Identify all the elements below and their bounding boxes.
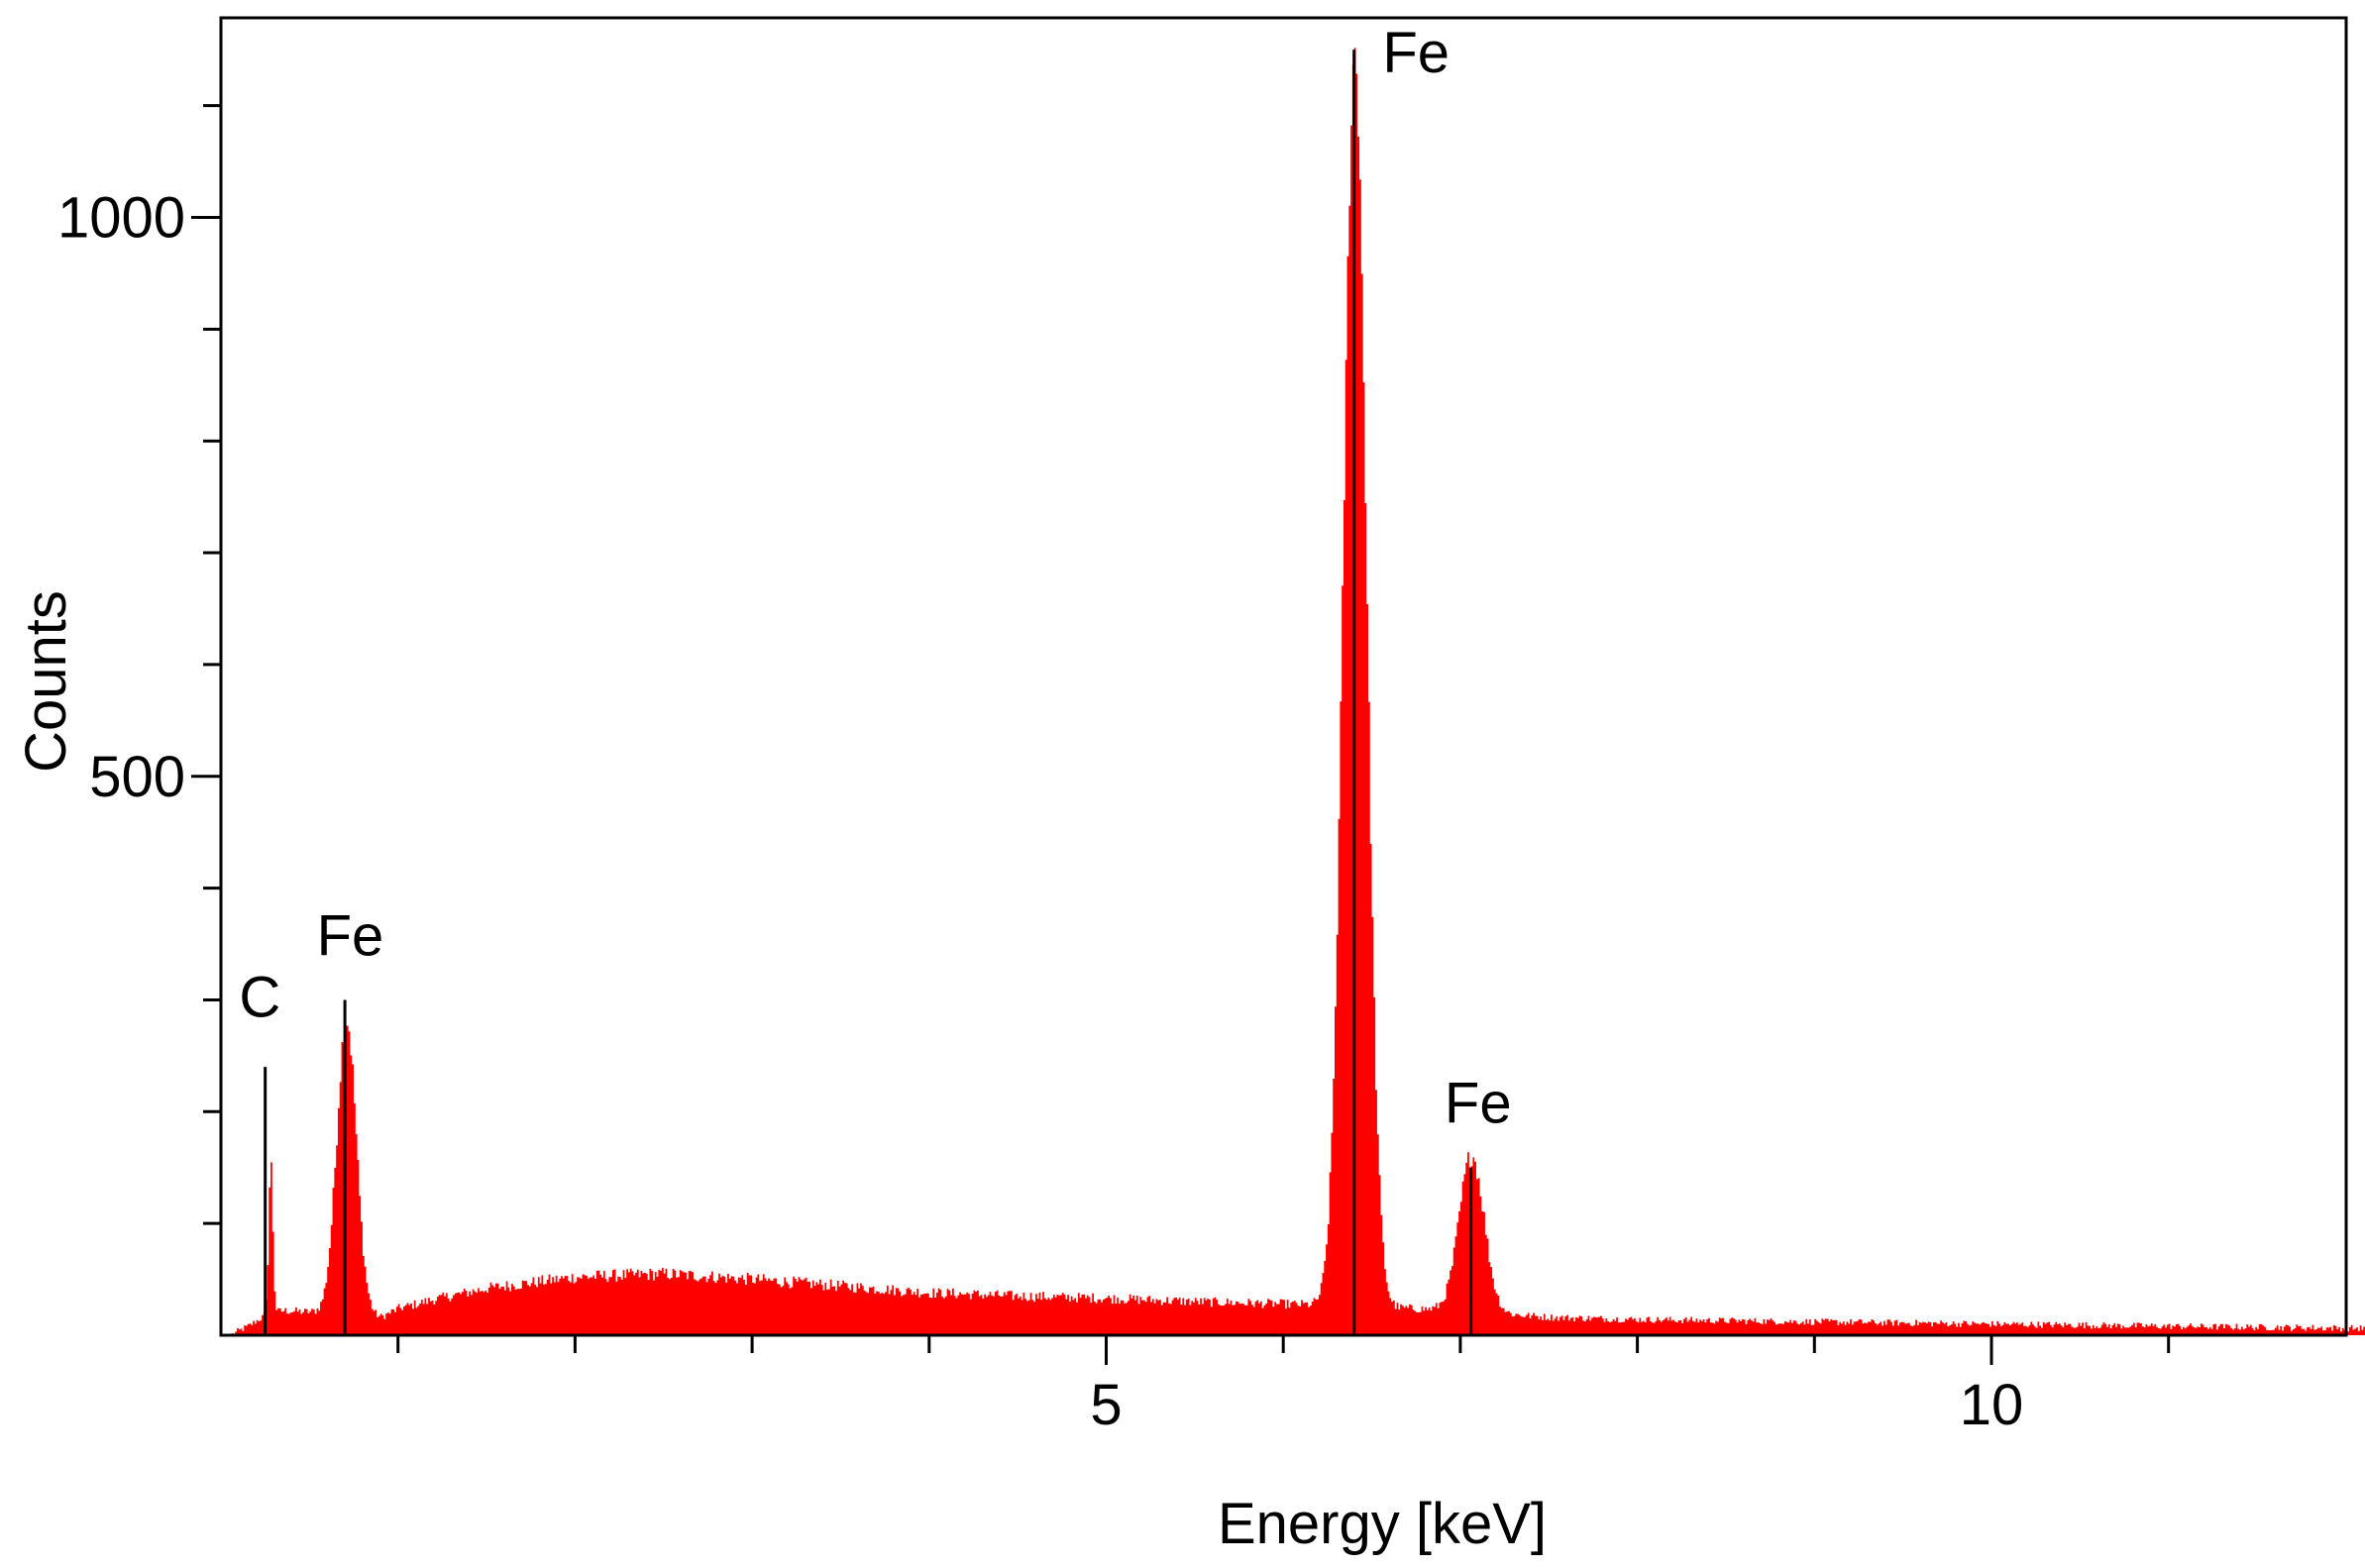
axis-ticks [191, 104, 2171, 1365]
peak-label-fe: Fe [1382, 21, 1450, 85]
y-axis-label: Counts [14, 590, 78, 773]
tick-labels: 5 10 500 1000 [57, 186, 2023, 1438]
peak-marker-lines [264, 50, 1473, 1335]
x-tick-label: 10 [1960, 1373, 2024, 1437]
peak-annotations: C Fe Fe Fe [239, 21, 1511, 1136]
x-axis-label: Energy [keV] [1218, 1492, 1547, 1556]
x-tick-label: 5 [1090, 1373, 1122, 1437]
peak-label-fe: Fe [1445, 1072, 1512, 1136]
peak-label-c: C [239, 965, 280, 1029]
peak-label-fe: Fe [317, 903, 384, 968]
y-tick-label: 1000 [57, 186, 185, 251]
y-tick-label: 500 [89, 745, 185, 809]
